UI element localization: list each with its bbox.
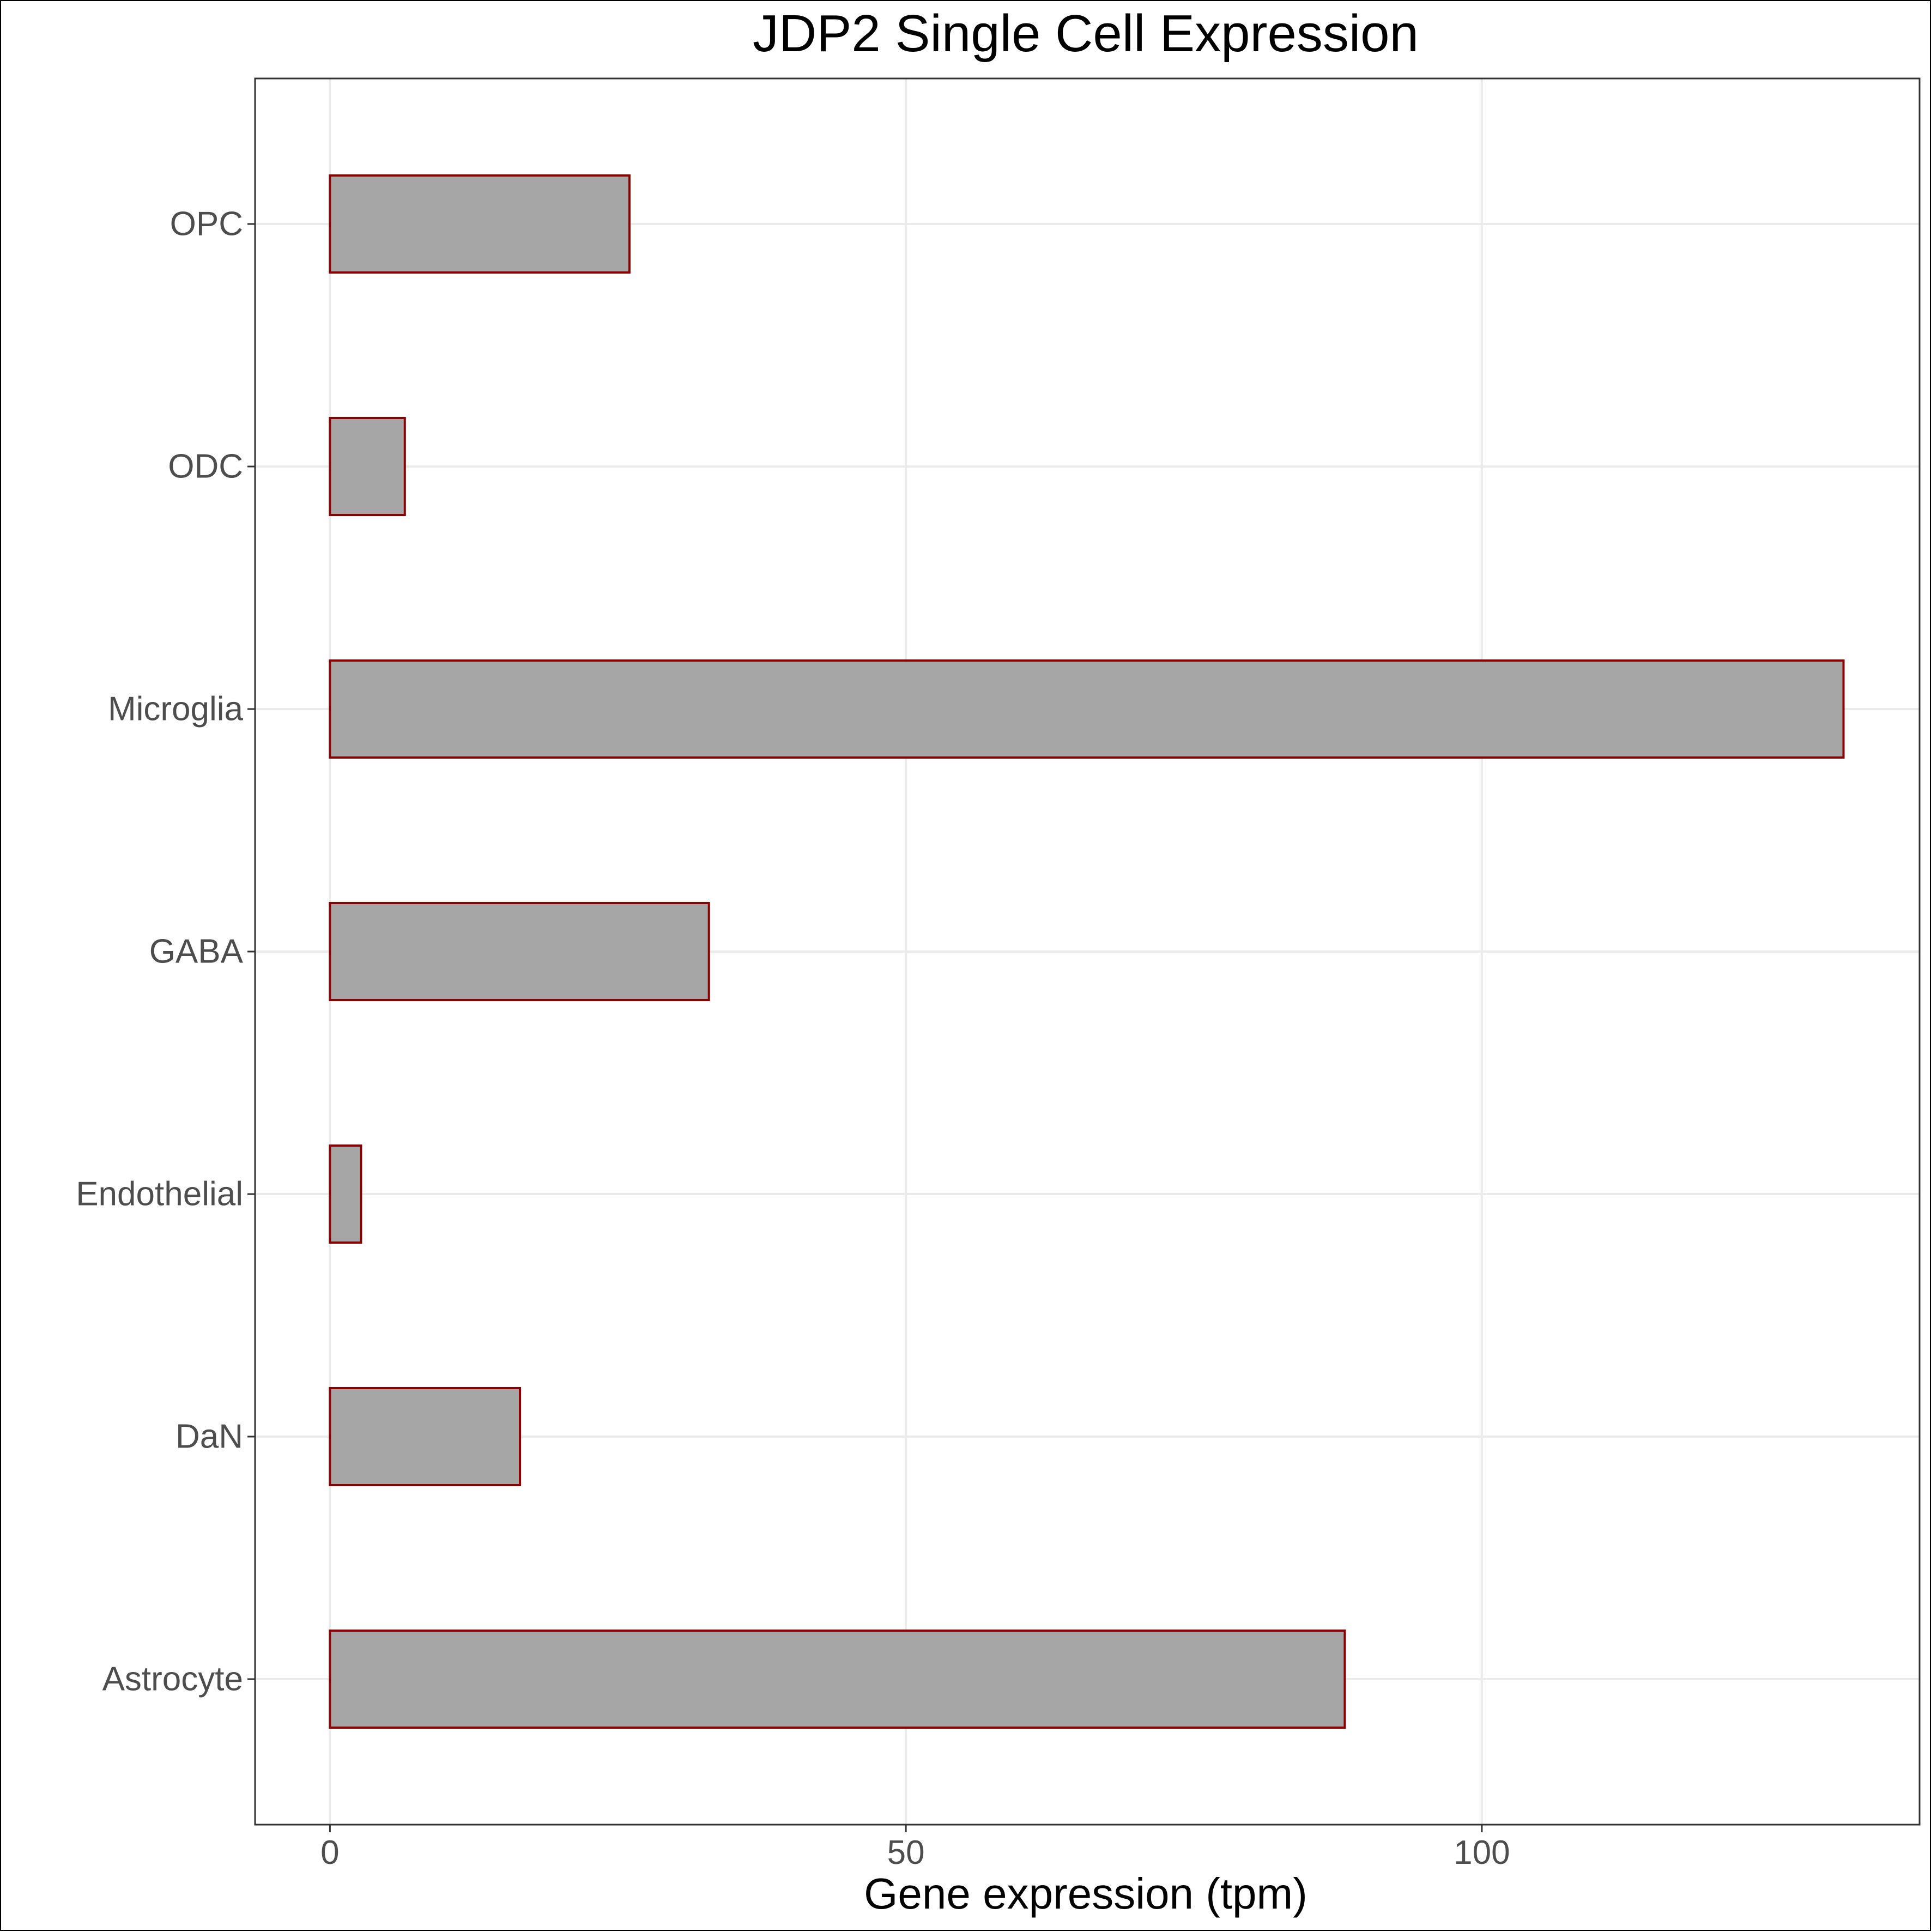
y-tick-label: Astrocyte (102, 1661, 243, 1698)
y-tick-label: Microglia (108, 691, 244, 728)
y-tick-label: Endothelial (76, 1176, 243, 1213)
y-tick-label: GABA (149, 933, 244, 971)
chart-title: JDP2 Single Cell Expression (753, 4, 1419, 63)
bar-odc (329, 417, 406, 516)
y-tick-label: DaN (175, 1418, 243, 1456)
bar-dan (329, 1387, 522, 1486)
y-tick-label: ODC (168, 448, 243, 486)
bar-opc (329, 174, 631, 274)
bar-astrocyte (329, 1630, 1346, 1729)
y-tick-label: OPC (170, 205, 243, 243)
bar-gaba (329, 902, 710, 1001)
x-tick-label: 100 (1454, 1834, 1510, 1872)
x-tick-label: 50 (887, 1834, 925, 1872)
bars (329, 174, 1845, 1729)
bar-endothelial (329, 1144, 362, 1244)
x-axis-ticks: 0 50 100 (320, 1825, 1510, 1872)
y-axis-ticks: Astrocyte DaN Endothelial GABA Microglia ODC O… (76, 205, 255, 1698)
bar-microglia (329, 659, 1845, 759)
x-tick-label: 0 (320, 1834, 339, 1872)
x-axis-title: Gene expression (tpm) (864, 1869, 1307, 1918)
